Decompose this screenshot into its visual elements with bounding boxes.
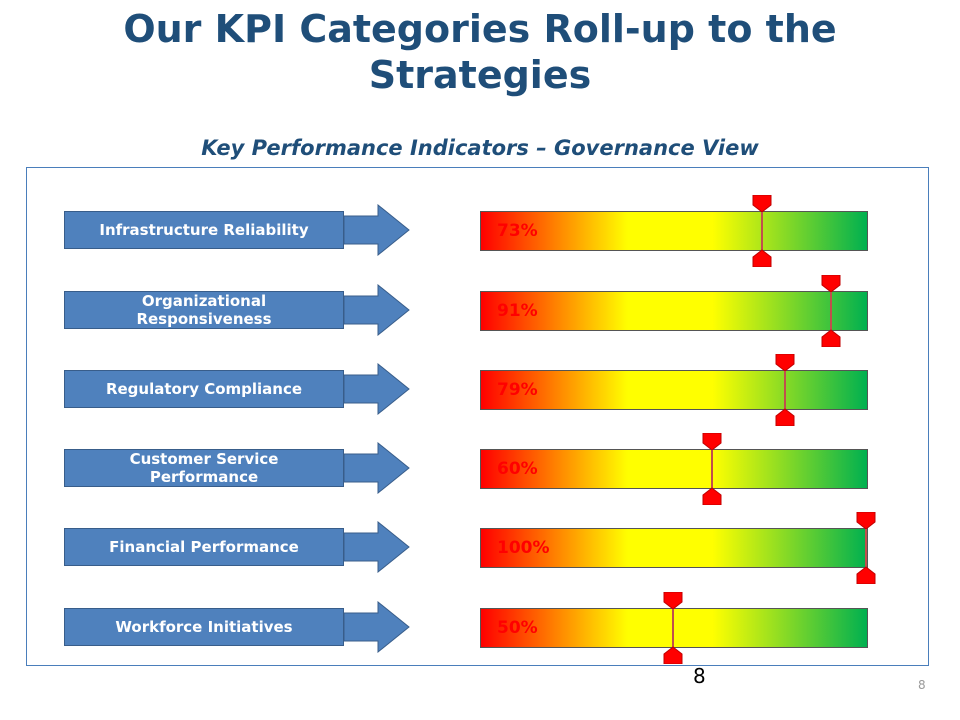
kpi-category-label: Infrastructure Reliability	[99, 221, 309, 239]
kpi-marker-bottom-icon	[821, 329, 841, 347]
kpi-marker-bottom-icon	[702, 487, 722, 505]
kpi-marker-bottom-icon	[752, 249, 772, 267]
kpi-marker-line	[710, 450, 713, 490]
kpi-marker-top-icon	[752, 195, 772, 213]
kpi-marker-top-icon	[775, 354, 795, 372]
right-arrow-icon	[344, 363, 410, 415]
kpi-category-customer-service-performance: Customer Service Performance	[64, 449, 344, 487]
kpi-gauge-customer-service-performance: 60%	[480, 449, 868, 489]
kpi-category-infrastructure-reliability: Infrastructure Reliability	[64, 211, 344, 249]
slide-page-number: 8	[693, 664, 706, 688]
kpi-gauge-infrastructure-reliability: 73%	[480, 211, 868, 251]
kpi-gauge-organizational-responsiveness: 91%	[480, 291, 868, 331]
title-line-1: Our KPI Categories Roll-up to the	[123, 7, 837, 51]
corner-page-number: 8	[918, 678, 926, 692]
kpi-category-regulatory-compliance: Regulatory Compliance	[64, 370, 344, 408]
kpi-category-organizational-responsiveness: Organizational Responsiveness	[64, 291, 344, 329]
right-arrow-icon	[344, 284, 410, 336]
kpi-category-workforce-initiatives: Workforce Initiatives	[64, 608, 344, 646]
kpi-category-label: Organizational Responsiveness	[136, 292, 272, 328]
right-arrow-icon	[344, 521, 410, 573]
kpi-percentage: 100%	[497, 538, 550, 558]
kpi-category-label: Workforce Initiatives	[115, 618, 293, 636]
kpi-marker-top-icon	[663, 592, 683, 610]
kpi-category-financial-performance: Financial Performance	[64, 528, 344, 566]
kpi-percentage: 91%	[497, 301, 538, 321]
slide-subtitle: Key Performance Indicators – Governance …	[201, 136, 759, 160]
kpi-panel-frame	[26, 167, 929, 666]
kpi-category-label: Customer Service Performance	[129, 450, 279, 486]
slide-title: Our KPI Categories Roll-up to the Strate…	[0, 6, 960, 98]
kpi-marker-line	[865, 529, 867, 569]
kpi-marker-line	[760, 212, 763, 252]
right-arrow-icon	[344, 601, 410, 653]
right-arrow-icon	[344, 442, 410, 494]
kpi-gauge-workforce-initiatives: 50%	[480, 608, 868, 648]
kpi-marker-top-icon	[856, 512, 876, 530]
kpi-category-label: Financial Performance	[109, 538, 299, 556]
kpi-marker-line	[783, 371, 786, 411]
title-line-2: Strategies	[368, 53, 592, 97]
right-arrow-icon	[344, 204, 410, 256]
kpi-category-label: Regulatory Compliance	[105, 380, 303, 398]
kpi-percentage: 50%	[497, 618, 538, 638]
kpi-marker-line	[672, 609, 674, 649]
kpi-percentage: 73%	[497, 221, 538, 241]
kpi-marker-line	[830, 292, 833, 332]
kpi-marker-top-icon	[702, 433, 722, 451]
kpi-gauge-regulatory-compliance: 79%	[480, 370, 868, 410]
kpi-gauge-financial-performance: 100%	[480, 528, 868, 568]
kpi-marker-top-icon	[821, 275, 841, 293]
kpi-marker-bottom-icon	[856, 566, 876, 584]
kpi-marker-bottom-icon	[775, 408, 795, 426]
kpi-percentage: 79%	[497, 380, 538, 400]
kpi-marker-bottom-icon	[663, 646, 683, 664]
kpi-percentage: 60%	[497, 459, 538, 479]
